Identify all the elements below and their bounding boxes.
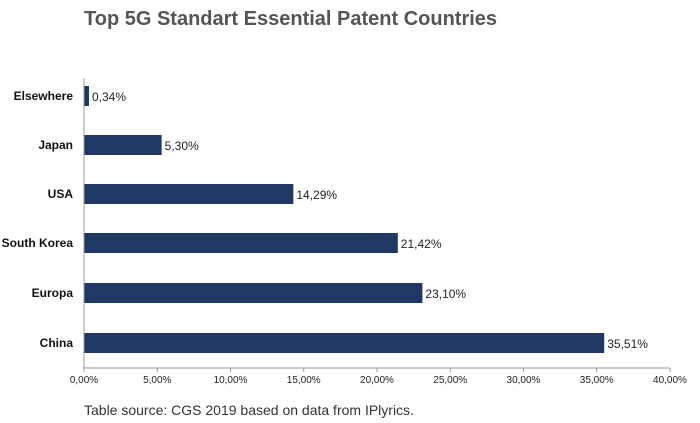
bar bbox=[84, 86, 89, 106]
category-label: Japan bbox=[38, 138, 73, 152]
data-label: 23,10% bbox=[425, 287, 466, 301]
category-label: South Korea bbox=[2, 236, 74, 250]
data-label: 0,34% bbox=[92, 90, 126, 104]
data-label: 35,51% bbox=[607, 337, 648, 351]
bar bbox=[84, 184, 294, 204]
data-label: 14,29% bbox=[296, 188, 337, 202]
x-tick-label: 15,00% bbox=[287, 375, 321, 386]
source-note: Table source: CGS 2019 based on data fro… bbox=[84, 402, 414, 418]
bar bbox=[84, 135, 162, 155]
bar bbox=[84, 333, 605, 353]
x-tick-label: 30,00% bbox=[507, 375, 541, 386]
x-tick-label: 5,00% bbox=[143, 375, 171, 386]
category-label: Europa bbox=[32, 286, 74, 300]
x-tick-label: 25,00% bbox=[433, 375, 467, 386]
x-axis: 0,00% 5,00% 10,00% 15,00% 20,00% 25,00% 30,00%… bbox=[70, 78, 687, 386]
data-labels: 0,34% 5,30% 14,29% 21,42% 23,10% 35,51% bbox=[92, 90, 648, 351]
x-tick-label: 10,00% bbox=[214, 375, 248, 386]
category-label: USA bbox=[48, 187, 74, 201]
bar bbox=[84, 283, 423, 303]
chart-title: Top 5G Standart Essential Patent Countri… bbox=[84, 8, 498, 30]
data-label: 5,30% bbox=[165, 139, 199, 153]
category-labels: Elsewhere Japan USA South Korea Europa China bbox=[2, 89, 74, 350]
x-tick-label: 20,00% bbox=[360, 375, 394, 386]
category-label: Elsewhere bbox=[14, 89, 74, 103]
category-label: China bbox=[40, 336, 74, 350]
x-tick-label: 35,00% bbox=[580, 375, 614, 386]
x-tick-label: 40,00% bbox=[653, 375, 687, 386]
x-tick-label: 0,00% bbox=[70, 375, 98, 386]
data-label: 21,42% bbox=[401, 237, 442, 251]
bars-layer bbox=[84, 86, 605, 353]
bar bbox=[84, 233, 398, 253]
